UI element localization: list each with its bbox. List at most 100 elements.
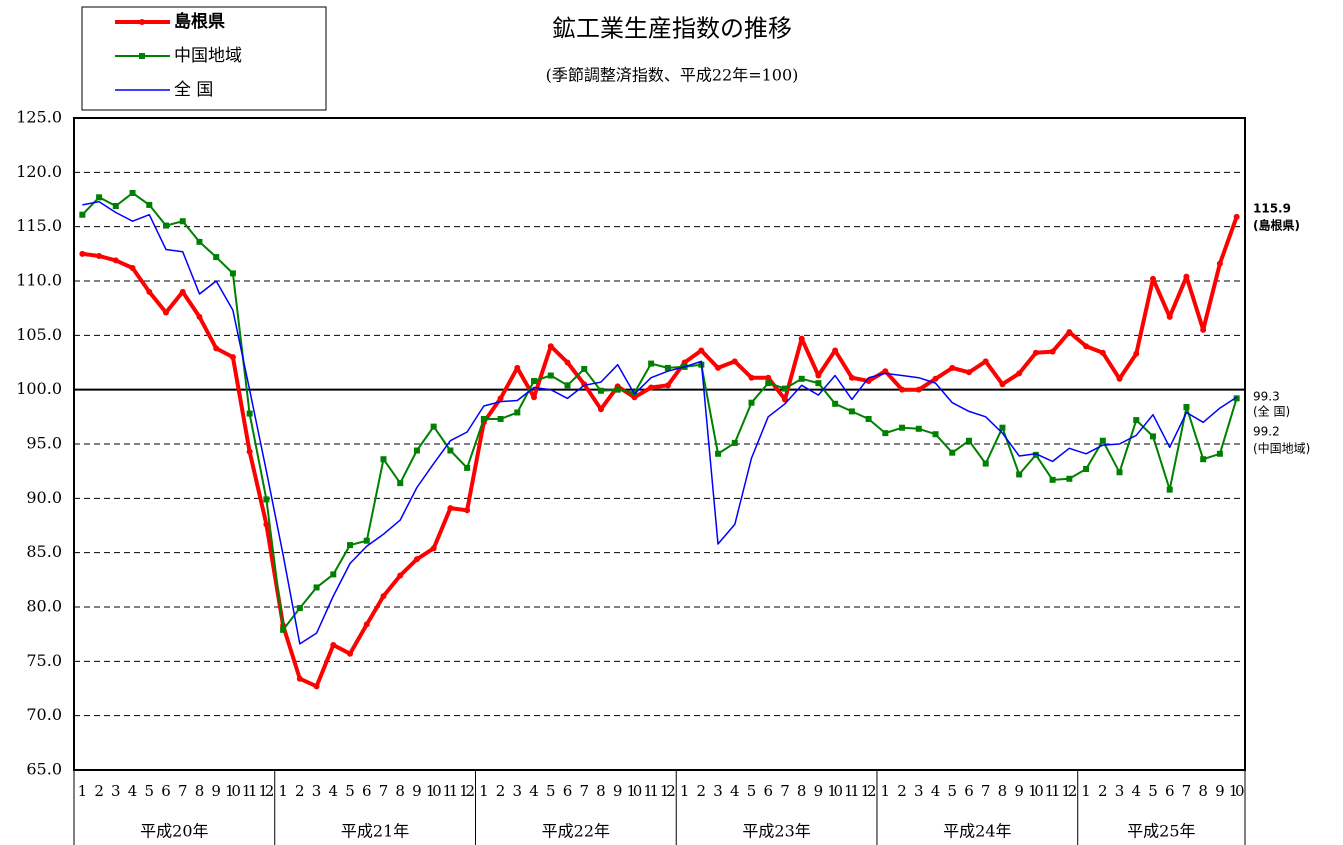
point [1049, 476, 1056, 483]
x-tick-label: 10 [626, 782, 642, 800]
x-tick-label: 6 [1165, 782, 1175, 800]
point [765, 380, 772, 387]
x-tick-label: 5 [145, 782, 155, 800]
x-tick-label: 4 [730, 782, 740, 800]
point [246, 448, 253, 455]
point [213, 254, 220, 261]
point [798, 335, 805, 342]
point [815, 380, 822, 387]
point [597, 406, 604, 413]
series-line [82, 216, 1239, 689]
year-label: 平成25年 [1127, 822, 1195, 841]
point [798, 375, 805, 382]
point [648, 360, 655, 367]
point [1133, 417, 1140, 424]
point [564, 382, 571, 389]
point [731, 439, 738, 446]
point [982, 460, 989, 467]
x-tick-label: 5 [1148, 782, 1158, 800]
chart-subtitle: (季節調整済指数、平成22年=100) [546, 66, 799, 85]
point [1149, 433, 1156, 440]
x-tick-label: 4 [329, 782, 339, 800]
point [179, 218, 186, 225]
x-tick-label: 8 [195, 782, 205, 800]
point [564, 359, 571, 366]
x-tick-label: 7 [178, 782, 188, 800]
point [648, 384, 655, 391]
point [547, 372, 554, 379]
end-annotation: 99.3 [1253, 390, 1280, 404]
x-tick-label: 12 [1061, 782, 1077, 800]
point [96, 194, 103, 201]
x-tick-label: 2 [295, 782, 305, 800]
point [280, 626, 287, 633]
x-tick-label: 8 [1198, 782, 1208, 800]
x-tick-label: 8 [998, 782, 1008, 800]
point [1233, 395, 1240, 402]
x-tick-label: 12 [258, 782, 274, 800]
x-tick-label: 3 [111, 782, 121, 800]
x-tick-label: 10 [1028, 782, 1044, 800]
point [480, 416, 487, 423]
point [363, 621, 370, 628]
point [965, 437, 972, 444]
x-tick-label: 9 [613, 782, 623, 800]
x-tick-label: 3 [513, 782, 523, 800]
point [79, 250, 86, 257]
point [781, 396, 788, 403]
x-tick-label: 4 [931, 782, 941, 800]
point [413, 447, 420, 454]
point [146, 201, 153, 208]
point [397, 572, 404, 579]
point [196, 313, 203, 320]
point [848, 374, 855, 381]
point [1066, 329, 1073, 336]
point [748, 374, 755, 381]
point [129, 264, 136, 271]
y-tick-label: 70.0 [26, 705, 62, 724]
chart-title: 鉱工業生産指数の推移 [552, 15, 792, 43]
x-tick-label: 6 [763, 782, 773, 800]
point [865, 416, 872, 423]
x-tick-label: 3 [312, 782, 322, 800]
y-tick-label: 125.0 [16, 108, 62, 127]
legend-marker [139, 53, 145, 59]
series-line [81, 192, 1238, 631]
point [1083, 465, 1090, 472]
y-tick-label: 65.0 [26, 760, 62, 779]
point [848, 408, 855, 415]
series-line [82, 200, 1238, 645]
point [263, 496, 270, 503]
point [1016, 471, 1023, 478]
point [96, 253, 103, 260]
x-tick-label: 12 [459, 782, 475, 800]
x-tick-label: 5 [947, 782, 957, 800]
x-tick-label: 7 [579, 782, 589, 800]
point [380, 456, 387, 463]
point [1083, 343, 1090, 350]
point [965, 369, 972, 376]
x-tick-label: 2 [496, 782, 506, 800]
point [296, 605, 303, 612]
x-tick-label: 8 [395, 782, 405, 800]
x-tick-label: 10 [1229, 782, 1245, 800]
point [112, 257, 119, 264]
point [1166, 313, 1173, 320]
point [363, 537, 370, 544]
point [1216, 450, 1223, 457]
x-tick-label: 10 [827, 782, 843, 800]
point [531, 394, 538, 401]
point [1116, 469, 1123, 476]
point [179, 288, 186, 295]
x-tick-label: 6 [362, 782, 372, 800]
legend-marker [139, 19, 145, 25]
point [146, 288, 153, 295]
point [1099, 437, 1106, 444]
y-tick-label: 85.0 [26, 542, 62, 561]
point [380, 593, 387, 600]
y-tick-label: 110.0 [16, 271, 62, 290]
x-tick-label: 4 [128, 782, 138, 800]
x-tick-label: 9 [211, 782, 221, 800]
x-tick-label: 9 [1014, 782, 1024, 800]
point [882, 430, 889, 437]
